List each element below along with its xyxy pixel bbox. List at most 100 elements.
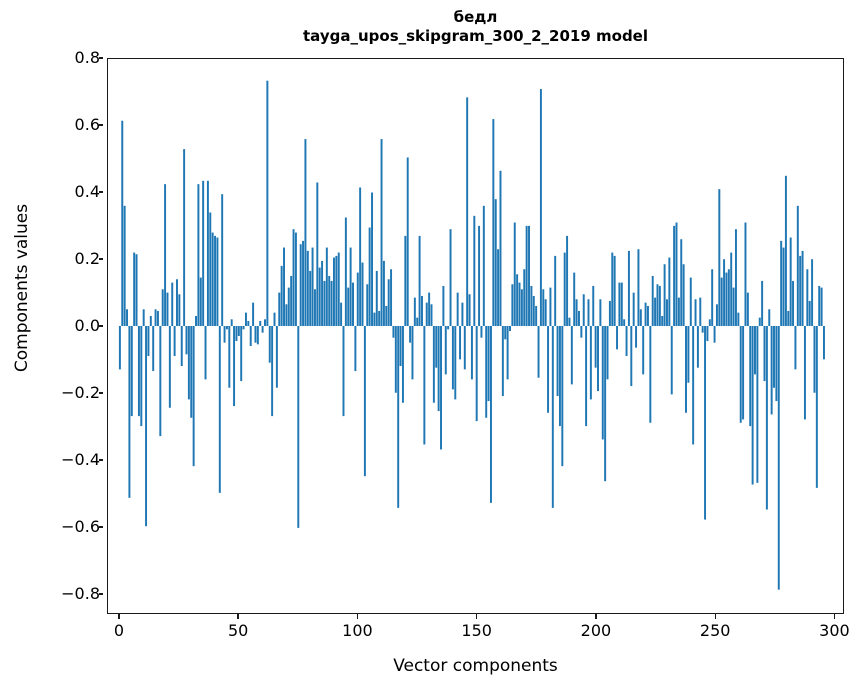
bar bbox=[513, 222, 516, 326]
bar bbox=[399, 325, 402, 367]
x-tick-mark bbox=[118, 614, 120, 619]
bar bbox=[373, 312, 376, 326]
bar bbox=[677, 297, 680, 326]
bar bbox=[130, 325, 133, 417]
bar bbox=[261, 325, 264, 333]
bar bbox=[504, 325, 507, 340]
bar bbox=[161, 289, 164, 326]
bar bbox=[216, 237, 219, 326]
bar bbox=[751, 325, 754, 485]
bar bbox=[287, 287, 290, 326]
bar bbox=[313, 289, 316, 326]
bar bbox=[730, 252, 733, 326]
bar bbox=[321, 260, 324, 326]
bar bbox=[152, 325, 155, 372]
bar bbox=[606, 325, 609, 380]
bar bbox=[171, 282, 174, 326]
bar bbox=[558, 325, 561, 427]
bar bbox=[292, 229, 295, 326]
bar bbox=[444, 325, 447, 375]
bar bbox=[416, 317, 419, 326]
bar bbox=[461, 302, 464, 326]
bar bbox=[482, 205, 485, 326]
bar bbox=[775, 325, 778, 402]
bar bbox=[140, 325, 143, 427]
y-tick-mark bbox=[99, 593, 103, 595]
bar bbox=[570, 325, 573, 385]
bar bbox=[123, 205, 126, 326]
bar bbox=[425, 302, 428, 326]
y-tick-label: 0.0 bbox=[74, 315, 100, 335]
bar bbox=[166, 292, 169, 326]
bar bbox=[411, 325, 414, 380]
bar bbox=[742, 325, 745, 420]
bar bbox=[126, 309, 129, 326]
bar bbox=[661, 315, 664, 326]
bar bbox=[378, 310, 381, 326]
plot-area bbox=[107, 58, 844, 614]
bar bbox=[509, 325, 511, 331]
bar bbox=[551, 325, 554, 508]
bar bbox=[601, 325, 604, 440]
bar bbox=[478, 225, 481, 326]
chart-title-line-1: бедл bbox=[453, 8, 498, 26]
bar bbox=[330, 280, 333, 326]
bar bbox=[192, 325, 195, 467]
bar bbox=[228, 325, 231, 388]
bar bbox=[285, 304, 288, 326]
bar bbox=[573, 272, 576, 326]
bar bbox=[359, 187, 362, 326]
bar bbox=[206, 180, 209, 326]
bar bbox=[692, 325, 695, 445]
x-axis: 0 50 100 150 200 250 300 bbox=[107, 614, 850, 654]
x-tick-label: 50 bbox=[227, 621, 249, 640]
bar bbox=[235, 325, 238, 342]
bar bbox=[520, 289, 523, 326]
bar bbox=[792, 280, 795, 326]
bar bbox=[492, 119, 495, 326]
bar bbox=[404, 235, 407, 326]
bar bbox=[354, 325, 357, 372]
bar bbox=[380, 139, 383, 326]
bar bbox=[666, 299, 668, 326]
bar bbox=[249, 325, 252, 347]
bar bbox=[394, 325, 397, 393]
bar bbox=[475, 325, 478, 422]
bar bbox=[323, 280, 326, 326]
bar bbox=[244, 312, 247, 326]
y-tick-mark bbox=[99, 325, 103, 327]
bar bbox=[646, 305, 649, 326]
bar bbox=[390, 269, 393, 326]
bar bbox=[497, 249, 500, 326]
bar bbox=[618, 282, 621, 326]
bar bbox=[247, 320, 250, 326]
bar bbox=[118, 325, 121, 370]
bar bbox=[542, 289, 545, 326]
bar bbox=[273, 312, 276, 326]
bar bbox=[656, 284, 659, 326]
bar bbox=[635, 325, 638, 348]
bar bbox=[401, 325, 404, 403]
bar bbox=[256, 325, 259, 345]
bar bbox=[237, 325, 240, 336]
bar bbox=[499, 170, 502, 326]
bar bbox=[523, 269, 526, 326]
bar bbox=[309, 270, 312, 326]
bar bbox=[694, 299, 697, 326]
bar bbox=[727, 269, 730, 326]
bar bbox=[480, 325, 483, 338]
bar bbox=[349, 247, 352, 326]
bar bbox=[723, 259, 726, 326]
bar bbox=[361, 262, 364, 326]
bar bbox=[637, 249, 640, 326]
bar bbox=[820, 287, 823, 326]
bar bbox=[218, 325, 221, 493]
bar bbox=[754, 325, 756, 375]
bar bbox=[632, 292, 635, 326]
bar bbox=[808, 300, 811, 326]
bar bbox=[658, 285, 661, 326]
bar bbox=[566, 235, 569, 326]
bar bbox=[147, 325, 150, 357]
bar bbox=[187, 325, 190, 400]
bar bbox=[230, 319, 233, 326]
